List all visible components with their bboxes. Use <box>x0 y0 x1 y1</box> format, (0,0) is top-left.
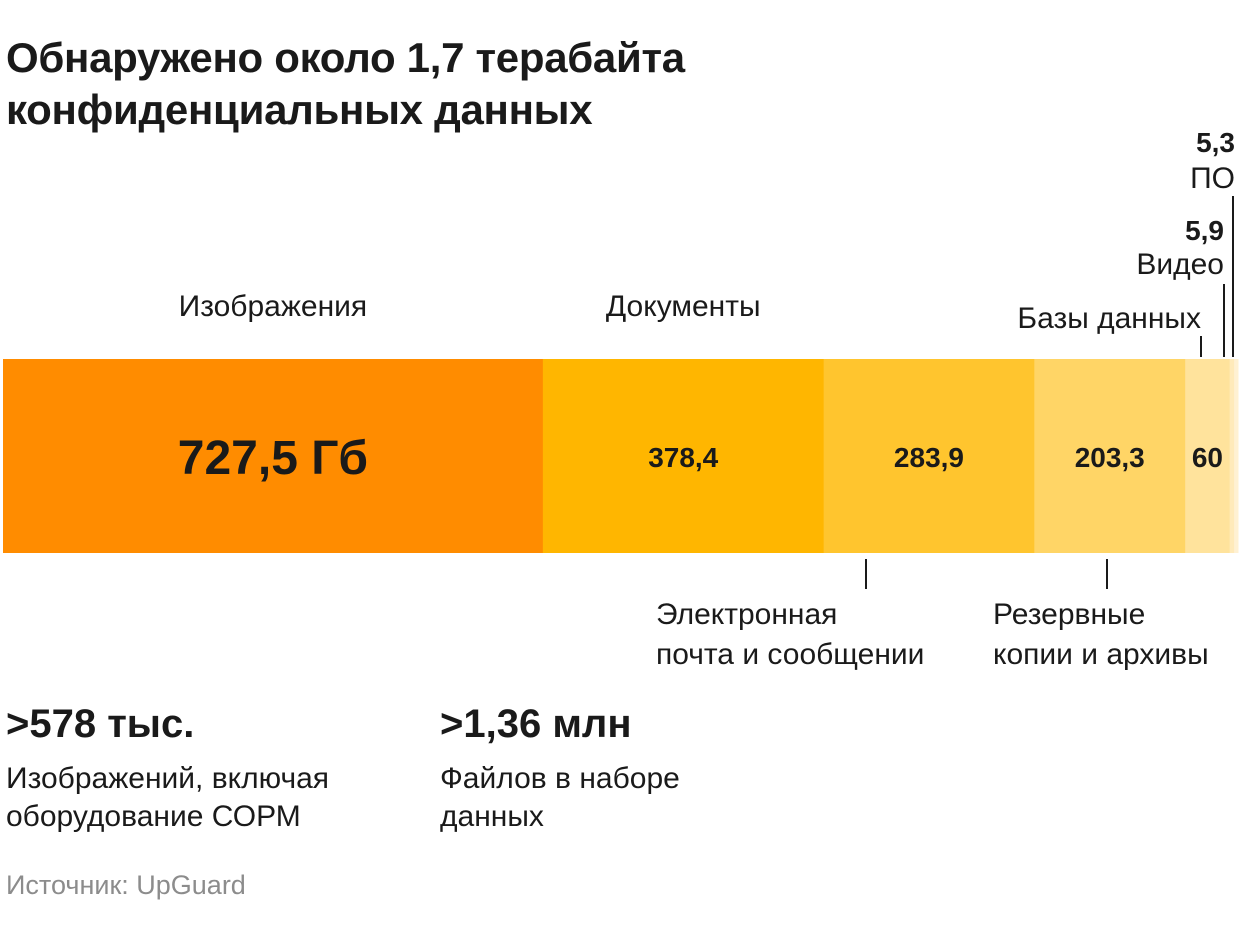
stat-images: >578 тыс. Изображений, включая оборудова… <box>6 700 329 836</box>
category-label-3-line-1: Электронная <box>656 598 837 631</box>
title-line-1: Обнаружено около 1,7 терабайта <box>6 34 685 81</box>
bar-segment-2 <box>542 359 825 553</box>
bar-segment-7 <box>1234 359 1239 553</box>
bar-segment-1 <box>3 359 544 553</box>
stat-images-description: Изображений, включая оборудование СОРМ <box>6 760 329 836</box>
stacked-bar-chart: 727,5 Гб 378,4 283,9 203,3 60 Изображения Доку… <box>3 127 1239 671</box>
value-label-5: 60 <box>1192 442 1223 473</box>
category-label-5: Базы данных <box>1017 302 1201 335</box>
bar-segment-3 <box>823 359 1035 553</box>
value-label-1: 727,5 Гб <box>178 432 368 485</box>
title-line-2: конфиденциальных данных <box>6 86 593 133</box>
stat-files-desc-line-1: Файлов в наборе <box>440 762 680 795</box>
value-label-7: 5,3 <box>1196 127 1235 158</box>
source-note: Источник: UpGuard <box>6 870 246 900</box>
category-label-4-line-2: копии и архивы <box>993 638 1209 671</box>
category-label-1: Изображения <box>179 290 368 323</box>
bar-segment-5 <box>1185 359 1231 553</box>
stat-files-description: Файлов в наборе данных <box>440 760 680 836</box>
bar-segment-4 <box>1034 359 1186 553</box>
value-label-2: 378,4 <box>648 442 718 473</box>
value-label-6: 5,9 <box>1185 215 1224 246</box>
stat-files-value: >1,36 млн <box>440 702 632 746</box>
stat-files: >1,36 млн Файлов в наборе данных <box>440 700 680 836</box>
value-label-4: 203,3 <box>1075 442 1145 473</box>
stat-images-desc-line-1: Изображений, включая <box>6 762 330 795</box>
value-label-3: 283,9 <box>894 442 964 473</box>
category-label-7: ПО <box>1190 162 1235 195</box>
category-label-3-line-2: почта и сообщении <box>656 638 924 671</box>
category-label-6: Видео <box>1136 248 1224 281</box>
category-label-2: Документы <box>606 290 761 323</box>
chart-title: Обнаружено около 1,7 терабайта конфиденц… <box>6 32 1006 136</box>
stat-images-value: >578 тыс. <box>6 702 195 746</box>
bar-segment-6 <box>1229 359 1235 553</box>
stat-images-desc-line-2: оборудование СОРМ <box>6 800 301 833</box>
category-label-4-line-1: Резервные <box>993 598 1145 631</box>
stat-files-desc-line-2: данных <box>440 800 544 833</box>
